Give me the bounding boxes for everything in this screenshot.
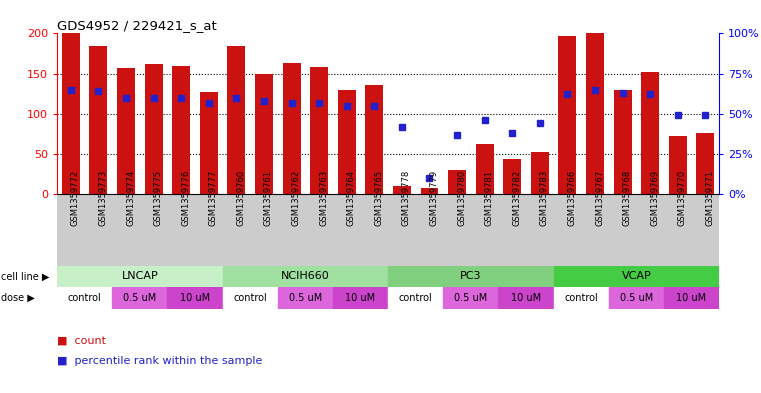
Text: GSM1359776: GSM1359776 (181, 170, 190, 226)
Text: GSM1359782: GSM1359782 (512, 170, 521, 226)
Bar (117, 68, 135, 194)
Bar (448, 170, 466, 194)
Bar (333, 287, 388, 309)
Bar (642, 72, 659, 194)
Bar (282, 63, 301, 194)
Text: GSM1359766: GSM1359766 (568, 170, 576, 226)
Bar (586, 33, 604, 194)
Text: GSM1359768: GSM1359768 (622, 170, 632, 226)
Text: control: control (399, 293, 432, 303)
Text: GSM1359769: GSM1359769 (650, 170, 659, 226)
Text: control: control (565, 293, 598, 303)
Text: GSM1359783: GSM1359783 (540, 170, 549, 226)
Bar (90, 46, 107, 194)
Text: GSM1359779: GSM1359779 (429, 170, 438, 226)
Text: control: control (234, 293, 267, 303)
Text: LNCAP: LNCAP (122, 271, 158, 281)
Bar (421, 188, 438, 194)
Text: 0.5 uM: 0.5 uM (288, 293, 322, 303)
Bar (278, 287, 333, 309)
Text: GSM1359781: GSM1359781 (485, 170, 494, 226)
Bar (664, 287, 719, 309)
Text: 10 uM: 10 uM (511, 293, 541, 303)
Bar (57, 266, 222, 287)
Bar (613, 90, 632, 194)
Text: 0.5 uM: 0.5 uM (454, 293, 488, 303)
Bar (62, 33, 80, 194)
Bar (167, 287, 222, 309)
Text: GSM1359760: GSM1359760 (237, 170, 245, 226)
Text: GSM1359761: GSM1359761 (264, 170, 273, 226)
Bar (669, 136, 686, 194)
Text: GSM1359772: GSM1359772 (71, 170, 80, 226)
Text: dose ▶: dose ▶ (1, 293, 34, 303)
Text: cell line ▶: cell line ▶ (1, 271, 49, 281)
Bar (443, 287, 498, 309)
Text: GSM1359763: GSM1359763 (319, 170, 328, 226)
Bar (553, 287, 609, 309)
Text: GSM1359770: GSM1359770 (678, 170, 686, 226)
Text: GSM1359775: GSM1359775 (154, 170, 163, 226)
Text: GSM1359765: GSM1359765 (374, 170, 384, 226)
Bar (476, 143, 494, 194)
Bar (393, 186, 411, 194)
Bar (498, 287, 553, 309)
Bar (222, 287, 278, 309)
Text: PC3: PC3 (460, 271, 482, 281)
Bar (696, 133, 715, 194)
Bar (338, 90, 355, 194)
Text: VCAP: VCAP (622, 271, 651, 281)
Text: GSM1359777: GSM1359777 (209, 170, 218, 226)
Text: GSM1359780: GSM1359780 (457, 170, 466, 226)
Bar (531, 152, 549, 194)
Bar (609, 287, 664, 309)
Text: GSM1359764: GSM1359764 (347, 170, 355, 226)
Bar (310, 67, 328, 194)
Text: 0.5 uM: 0.5 uM (123, 293, 157, 303)
Bar (388, 287, 443, 309)
Text: GDS4952 / 229421_s_at: GDS4952 / 229421_s_at (57, 19, 217, 32)
Text: 10 uM: 10 uM (677, 293, 707, 303)
Text: NCIH660: NCIH660 (281, 271, 330, 281)
Bar (365, 85, 384, 194)
Bar (113, 287, 167, 309)
Text: GSM1359774: GSM1359774 (126, 170, 135, 226)
Bar (503, 159, 521, 194)
Text: 10 uM: 10 uM (180, 293, 210, 303)
Text: 10 uM: 10 uM (345, 293, 376, 303)
Bar (553, 266, 719, 287)
Bar (222, 266, 388, 287)
Text: GSM1359773: GSM1359773 (98, 170, 107, 226)
Text: 0.5 uM: 0.5 uM (619, 293, 653, 303)
Bar (228, 46, 245, 194)
Text: ■  count: ■ count (57, 336, 106, 346)
Bar (172, 66, 190, 194)
Text: GSM1359771: GSM1359771 (705, 170, 715, 226)
Text: GSM1359767: GSM1359767 (595, 170, 604, 226)
Bar (57, 287, 113, 309)
Bar (255, 74, 273, 194)
Text: GSM1359762: GSM1359762 (291, 170, 301, 226)
Text: control: control (68, 293, 101, 303)
Bar (145, 64, 163, 194)
Text: ■  percentile rank within the sample: ■ percentile rank within the sample (57, 356, 263, 365)
Bar (200, 92, 218, 194)
Text: GSM1359778: GSM1359778 (402, 170, 411, 226)
Bar (559, 36, 576, 194)
Bar (388, 266, 553, 287)
